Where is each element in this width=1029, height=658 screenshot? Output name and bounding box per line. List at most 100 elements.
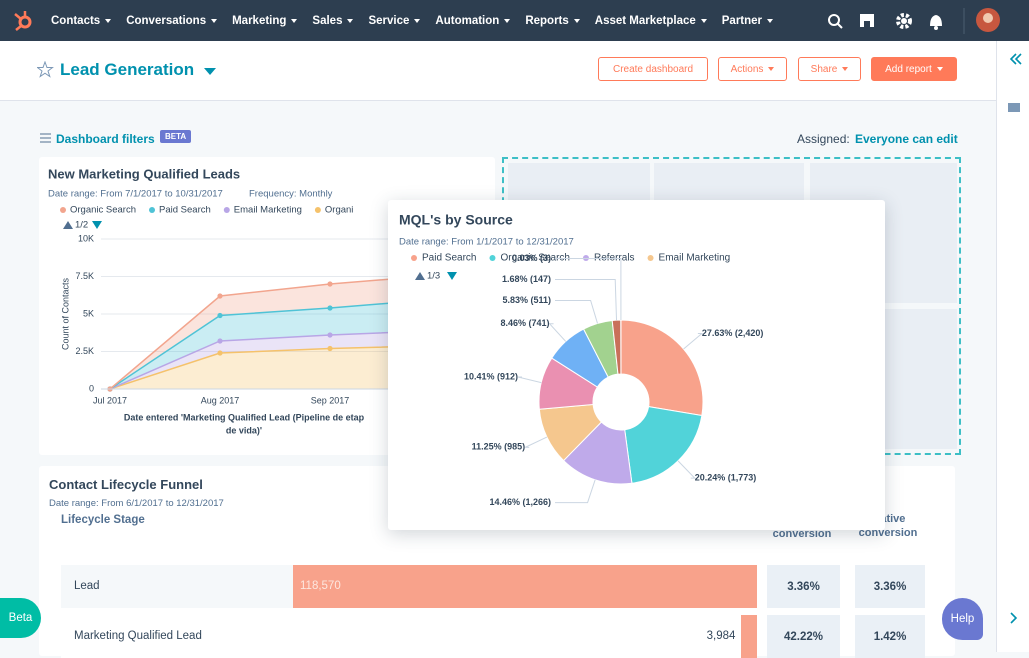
- y-tick-label: 0: [89, 383, 94, 393]
- data-point: [327, 332, 332, 337]
- x-tick-label: Aug 2017: [201, 395, 240, 405]
- data-point: [217, 293, 222, 298]
- slice-label: 27.63% (2,420): [702, 328, 764, 338]
- data-point: [327, 305, 332, 310]
- leader-line: [555, 480, 595, 503]
- chart-subtitle: Date range: From 1/1/2017 to 12/31/2017: [399, 237, 574, 248]
- legend-swatch: [315, 207, 321, 213]
- chart-title: New Marketing Qualified Leads: [48, 166, 240, 181]
- leader-line: [550, 324, 566, 342]
- marketplace-icon[interactable]: [860, 14, 874, 27]
- legend-swatch: [648, 255, 654, 261]
- settings-icon[interactable]: [898, 15, 910, 27]
- chat-icon[interactable]: [1008, 103, 1020, 112]
- stage-label: Marketing Qualified Lead: [74, 630, 202, 642]
- funnel-bar: [293, 565, 757, 608]
- collapse-icon[interactable]: [1011, 54, 1021, 64]
- count-label: 3,984: [707, 630, 736, 642]
- legend-label: Organi: [325, 205, 354, 216]
- add-report-button[interactable]: Add report: [871, 57, 957, 81]
- data-point: [217, 350, 222, 355]
- dashboard-title[interactable]: Lead Generation: [60, 60, 194, 80]
- leader-line: [555, 300, 598, 323]
- page-next[interactable]: [447, 272, 457, 280]
- pie-chart: MQL's by Source Date range: From 1/1/201…: [388, 200, 885, 530]
- data-point: [217, 338, 222, 343]
- y-tick-label: 5K: [83, 308, 94, 318]
- legend-label: Paid Search: [422, 253, 476, 264]
- help-button[interactable]: Help: [942, 598, 983, 640]
- pie-chart-card: MQL's by Source Date range: From 1/1/201…: [388, 200, 885, 530]
- x-tick-label: Jul 2017: [93, 395, 127, 405]
- data-point: [217, 313, 222, 318]
- create-dashboard-button[interactable]: Create dashboard: [598, 57, 708, 81]
- legend-label: Paid Search: [159, 205, 211, 216]
- favorite-star[interactable]: [37, 61, 55, 79]
- slice-label: 11.25% (985): [472, 442, 526, 452]
- search-icon[interactable]: [829, 15, 842, 28]
- logo[interactable]: [12, 9, 34, 31]
- nav-item[interactable]: Conversations: [126, 15, 217, 27]
- slice-label: 14.46% (1,266): [489, 497, 551, 507]
- nav-menu: Contacts Conversations Marketing Sales Servi…: [51, 0, 773, 41]
- sidebar-icons: [997, 41, 1029, 652]
- chart-title: MQL's by Source: [399, 212, 513, 228]
- y-tick-label: 10K: [78, 233, 94, 243]
- slice-label: 0.03% (3): [512, 253, 551, 263]
- slice-label: 8.46% (741): [501, 318, 550, 328]
- page-prev[interactable]: [415, 272, 425, 280]
- nav-item[interactable]: Sales: [312, 15, 353, 27]
- stage-header: Lifecycle Stage: [61, 514, 145, 526]
- notifications-icon[interactable]: [930, 15, 942, 30]
- pie-slice: [621, 320, 703, 416]
- funnel-date-range: Date range: From 6/1/2017 to 12/31/2017: [49, 498, 224, 509]
- right-sidebar: [996, 41, 1029, 652]
- slice-label: 5.83% (511): [502, 295, 551, 305]
- legend-swatch: [60, 207, 66, 213]
- nav-item[interactable]: Asset Marketplace: [595, 15, 707, 27]
- filter-icon: [39, 131, 53, 145]
- dashboard-header: Lead Generation Create dashboard Actions…: [0, 41, 996, 101]
- leader-line: [678, 461, 695, 478]
- beta-badge: BETA: [160, 130, 191, 143]
- conversion-cell: 3.36%: [767, 565, 840, 608]
- dashboard-filters-link[interactable]: Dashboard filters: [56, 132, 155, 146]
- pagination: 1/3: [427, 271, 440, 282]
- nav-item[interactable]: Service: [368, 15, 420, 27]
- expand-icon[interactable]: [1011, 613, 1016, 623]
- nav-item[interactable]: Reports: [525, 15, 579, 27]
- data-point: [327, 346, 332, 351]
- beta-button[interactable]: Beta: [0, 598, 41, 638]
- assigned-value[interactable]: Everyone can edit: [855, 132, 958, 146]
- nav-item[interactable]: Partner: [722, 15, 773, 27]
- legend-swatch: [411, 255, 417, 261]
- top-nav: Contacts Conversations Marketing Sales Servi…: [0, 0, 1029, 41]
- nav-item[interactable]: Contacts: [51, 15, 111, 27]
- legend-label: Email Marketing: [659, 253, 731, 264]
- leader-line: [555, 258, 621, 320]
- actions-button[interactable]: Actions: [718, 57, 787, 81]
- stage-label: Lead: [74, 580, 100, 592]
- legend-label: Organic Search: [70, 205, 136, 216]
- count-label: 118,570: [300, 580, 341, 592]
- slice-label: 10.41% (912): [464, 371, 518, 381]
- y-tick-label: 7.5K: [75, 271, 94, 281]
- leader-line: [525, 437, 547, 447]
- x-tick-label: Sep 2017: [311, 395, 350, 405]
- funnel-title: Contact Lifecycle Funnel: [49, 477, 203, 492]
- share-button[interactable]: Share: [798, 57, 861, 81]
- data-point: [327, 281, 332, 286]
- cumulative-cell: 3.36%: [855, 565, 925, 608]
- chart-subtitle: Date range: From 7/1/2017 to 10/31/2017: [48, 189, 223, 200]
- title-dropdown[interactable]: [203, 67, 217, 77]
- slice-label: 1.68% (147): [502, 274, 551, 284]
- assigned-label: Assigned:: [797, 132, 850, 146]
- legend-swatch: [224, 207, 230, 213]
- page-prev[interactable]: [63, 221, 73, 229]
- nav-item[interactable]: Marketing: [232, 15, 297, 27]
- page-next[interactable]: [92, 221, 102, 229]
- avatar[interactable]: [976, 8, 1000, 32]
- y-tick-label: 2.5K: [75, 346, 94, 356]
- nav-item[interactable]: Automation: [435, 15, 510, 27]
